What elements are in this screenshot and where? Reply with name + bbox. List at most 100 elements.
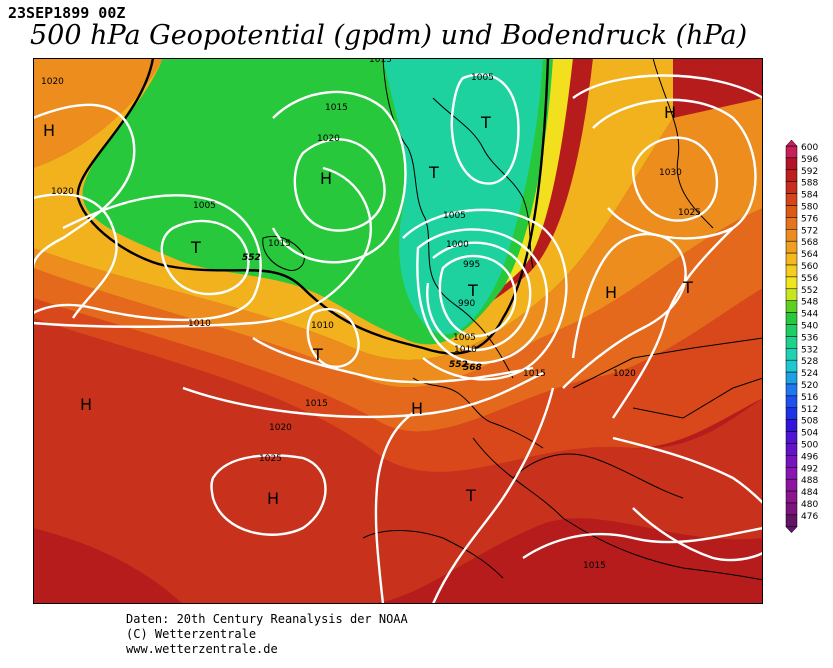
legend-swatch xyxy=(785,490,798,504)
pressure-labels: 1020 1020 1015 1020 1005 1015 1005 1005 … xyxy=(41,58,701,571)
field-orange xyxy=(33,208,763,432)
legend-value-label: 528 xyxy=(801,357,818,367)
credits-data-source: Daten: 20th Century Reanalysis der NOAA xyxy=(126,612,408,626)
high-pressure-center: H xyxy=(320,169,332,188)
legend-value-label: 516 xyxy=(801,393,818,403)
pressure-label: 1015 xyxy=(369,58,392,65)
pressure-label: 1015 xyxy=(305,399,328,409)
high-pressure-center: H xyxy=(664,103,676,122)
legend-swatch xyxy=(785,264,798,278)
pressure-label: 1020 xyxy=(269,423,292,433)
credits: Daten: 20th Century Reanalysis der NOAA … xyxy=(126,612,408,657)
credits-copyright: (C) Wetterzentrale xyxy=(126,627,257,641)
legend-value-label: 496 xyxy=(801,452,818,462)
low-pressure-center: T xyxy=(465,486,476,505)
low-pressure-center: T xyxy=(467,281,478,300)
legend-swatch xyxy=(785,455,798,468)
legend-swatch xyxy=(785,419,798,432)
geopotential-label: 552 xyxy=(242,253,261,263)
legend-swatch xyxy=(785,169,798,182)
pressure-label: 1010 xyxy=(454,345,477,355)
legend-swatch xyxy=(785,181,798,194)
pressure-label: 1020 xyxy=(51,187,74,197)
pressure-label: 1015 xyxy=(523,369,546,379)
legend-value-label: 560 xyxy=(801,262,818,272)
geopotential-labels: 552 552 568 xyxy=(242,253,482,373)
legend-value-label: 512 xyxy=(801,405,818,415)
legend-swatch xyxy=(785,229,798,242)
legend-value-label: 596 xyxy=(801,155,818,165)
legend-swatch xyxy=(785,383,798,397)
legend-value-label: 508 xyxy=(801,417,818,427)
low-pressure-center: T xyxy=(312,345,323,364)
legend-swatch xyxy=(785,300,798,313)
field-teal xyxy=(383,58,543,335)
weather-map: 1020 1020 1015 1020 1005 1015 1005 1005 … xyxy=(33,58,763,604)
legend-value-label: 564 xyxy=(801,250,818,260)
legend-swatch xyxy=(785,371,798,385)
legend-swatch xyxy=(785,431,798,444)
pressure-label: 995 xyxy=(463,260,480,270)
legend-value-label: 588 xyxy=(801,179,818,189)
legend-swatch xyxy=(785,217,798,230)
legend-value-label: 524 xyxy=(801,369,818,379)
geopotential-label: 552 xyxy=(449,360,468,370)
legend-value-label: 572 xyxy=(801,226,818,236)
geopotential-label: 568 xyxy=(463,363,482,373)
legend-value-label: 500 xyxy=(801,441,818,451)
legend-value-label: 532 xyxy=(801,345,818,355)
legend-value-label: 504 xyxy=(801,429,818,439)
legend-swatch xyxy=(785,252,798,266)
legend-swatch xyxy=(785,478,798,492)
pressure-label: 1025 xyxy=(678,208,701,218)
legend-value-label: 552 xyxy=(801,286,818,296)
legend-bottom-arrow xyxy=(785,526,798,534)
legend-swatch xyxy=(785,276,798,290)
legend-swatch xyxy=(785,288,798,301)
legend-value-label: 492 xyxy=(801,464,818,474)
legend-swatch xyxy=(785,324,798,337)
pressure-centers: H H H H H H H T T T T T T T xyxy=(43,103,693,508)
low-pressure-center: T xyxy=(190,238,201,257)
legend-value-label: 536 xyxy=(801,333,818,343)
legend-swatch xyxy=(785,145,798,159)
pressure-label: 1020 xyxy=(41,77,64,87)
pressure-label: 1010 xyxy=(188,319,211,329)
legend-swatch xyxy=(785,348,798,361)
pressure-label: 1015 xyxy=(583,561,606,571)
legend-value-label: 548 xyxy=(801,298,818,308)
pressure-label: 1005 xyxy=(453,333,476,343)
legend-value-label: 592 xyxy=(801,167,818,177)
legend-value-label: 600 xyxy=(801,143,818,153)
field-red-orange xyxy=(33,288,763,472)
pressure-label: 1020 xyxy=(613,369,636,379)
pressure-label: 1010 xyxy=(311,321,334,331)
legend-value-label: 568 xyxy=(801,238,818,248)
legend-value-label: 540 xyxy=(801,322,818,332)
low-pressure-center: T xyxy=(682,278,693,297)
pressure-label: 1030 xyxy=(659,168,682,178)
legend-value-label: 580 xyxy=(801,203,818,213)
legend-value-label: 584 xyxy=(801,191,818,201)
legend-swatch xyxy=(785,443,798,456)
field-light-orange-west xyxy=(33,58,163,168)
legend-value-label: 476 xyxy=(801,512,818,522)
legend-value-label: 556 xyxy=(801,274,818,284)
legend-swatch xyxy=(785,407,798,420)
legend-swatch xyxy=(785,336,798,349)
legend-value-label: 520 xyxy=(801,381,818,391)
pressure-label: 1005 xyxy=(471,73,494,83)
pressure-label: 1020 xyxy=(317,134,340,144)
legend-value-label: 544 xyxy=(801,310,818,320)
legend-swatch xyxy=(785,157,798,171)
credits-website: www.wetterzentrale.de xyxy=(126,642,278,656)
legend-value-label: 480 xyxy=(801,500,818,510)
legend-swatch xyxy=(785,395,798,409)
high-pressure-center: H xyxy=(267,489,279,508)
high-pressure-center: H xyxy=(43,121,55,140)
low-pressure-center: T xyxy=(428,163,439,182)
legend-value-label: 576 xyxy=(801,214,818,224)
high-pressure-center: H xyxy=(605,283,617,302)
legend-swatch xyxy=(785,514,798,528)
